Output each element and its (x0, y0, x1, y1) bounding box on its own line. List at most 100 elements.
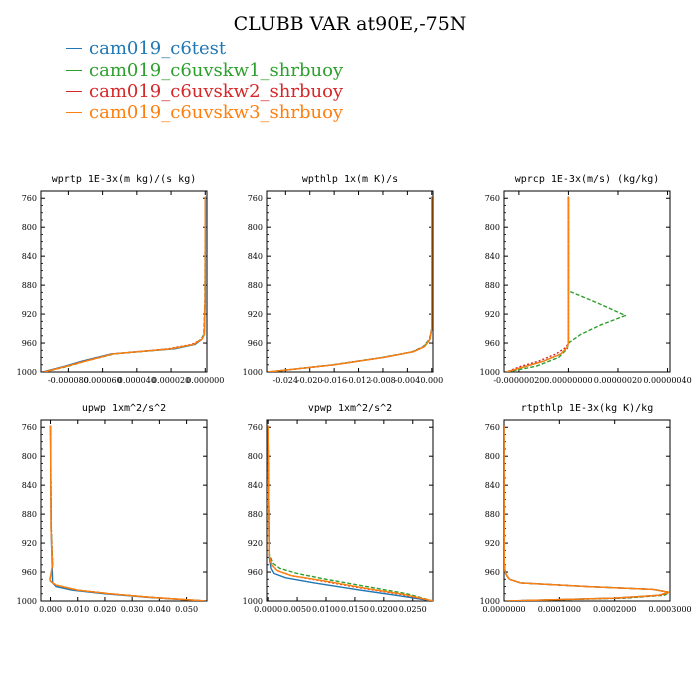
panel-title: rtpthlp 1E-3x(kg K)/kg (521, 403, 653, 414)
series-line-3 (506, 196, 570, 372)
y-tick-label: 840 (22, 481, 37, 490)
y-tick-label: 800 (485, 452, 500, 461)
plot-frame (266, 190, 434, 373)
series-line-4 (504, 425, 670, 601)
y-tick-label: 1000 (243, 368, 263, 377)
x-tick-label: 0.000 (39, 605, 62, 614)
series-line-4 (268, 196, 433, 372)
series-line-4 (49, 425, 206, 601)
x-tick-label: 0.020 (93, 605, 116, 614)
y-tick-label: 920 (248, 310, 263, 319)
legend-label-4: cam019_c6uvskw3_shrbuoy (89, 101, 344, 123)
x-tick-label: -0.00000020 (493, 376, 544, 385)
series-line-3 (268, 196, 433, 372)
y-tick-label: 960 (22, 339, 37, 348)
series-line-3 (267, 425, 433, 601)
panel-5: vpwp 1xm^2/s^276080084088092096010000.00… (243, 403, 434, 614)
y-tick-label: 800 (22, 223, 37, 232)
x-tick-label: -0.004 (395, 376, 421, 385)
x-tick-label: 0.0150 (341, 605, 369, 614)
x-tick-label: 0.00000040 (643, 376, 691, 385)
x-tick-label: 0.0100 (312, 605, 340, 614)
series-group (42, 196, 207, 372)
y-tick-label: 1000 (480, 597, 500, 606)
x-tick-label: 0.0003000 (648, 605, 691, 614)
x-tick-label: 0.00000000 (544, 376, 592, 385)
x-tick-label: -0.016 (321, 376, 347, 385)
series-line-4 (506, 196, 570, 372)
series-line-4 (44, 196, 206, 372)
plot-frame (503, 419, 671, 602)
x-tick-label: 0.050 (175, 605, 198, 614)
y-tick-label: 800 (248, 223, 263, 232)
x-tick-label: 0.000000 (186, 376, 224, 385)
legend-line-1 (66, 47, 82, 49)
series-line-3 (49, 425, 206, 601)
series-line-4 (267, 425, 433, 601)
y-tick-label: 800 (485, 223, 500, 232)
x-tick-label: 0.0002000 (593, 605, 636, 614)
y-tick-label: 840 (22, 252, 37, 261)
plot-frame (40, 419, 208, 602)
x-tick-label: 0.0250 (399, 605, 427, 614)
y-tick-label: 800 (248, 452, 263, 461)
legend-label-1: cam019_c6test (89, 37, 227, 59)
legend-item-3: cam019_c6uvskw2_shrbuoy (66, 81, 343, 102)
x-tick-label: -0.000080 (48, 376, 89, 385)
y-tick-label: 760 (485, 194, 500, 203)
legend-item-1: cam019_c6test (66, 37, 227, 59)
y-tick-label: 760 (22, 423, 37, 432)
series-line-3 (42, 196, 206, 372)
x-tick-label: 0.000060 (84, 376, 122, 385)
legend-item-2: cam019_c6uvskw1_shrbuoy (66, 60, 343, 81)
y-tick-label: 880 (248, 281, 263, 290)
y-tick-label: 920 (248, 539, 263, 548)
y-tick-label: 840 (248, 252, 263, 261)
x-tick-label: 0.000020 (152, 376, 190, 385)
series-group (268, 196, 433, 372)
panel-title: wprcp 1E-3x(m/s) (kg/kg) (515, 174, 660, 185)
y-tick-label: 920 (22, 539, 37, 548)
legend-line-2 (66, 69, 82, 71)
y-tick-label: 760 (22, 194, 37, 203)
y-tick-label: 840 (485, 252, 500, 261)
x-tick-label: 0.0000000 (482, 605, 525, 614)
y-tick-label: 1000 (17, 368, 37, 377)
panel-title: upwp 1xm^2/s^2 (82, 403, 166, 414)
x-tick-label: 0.000040 (118, 376, 156, 385)
series-line-2 (268, 196, 433, 372)
plot-frame (503, 190, 671, 373)
y-tick-label: 960 (485, 568, 500, 577)
y-tick-label: 920 (485, 310, 500, 319)
panel-6: rtpthlp 1E-3x(kg K)/kg 760 800 840 880 920 960… (480, 403, 692, 614)
y-tick-label: 920 (22, 310, 37, 319)
y-tick-label: 880 (22, 510, 37, 519)
y-tick-label: 920 (485, 539, 500, 548)
x-tick-label: 0.010 (66, 605, 89, 614)
series-line-1 (267, 425, 433, 601)
y-tick-label: 960 (248, 339, 263, 348)
legend-line-3 (66, 90, 82, 92)
panel-4: upwp 1xm^2/s^2 760 800 840 880 920 960 10000.00… (17, 403, 208, 614)
y-tick-label: 880 (485, 510, 500, 519)
y-tick-label: 880 (248, 510, 263, 519)
series-line-2 (504, 425, 670, 601)
series-line-1 (504, 425, 670, 601)
series-group (506, 196, 627, 372)
panel-2: wpthlp 1x(m K)/s 760 800 840 880 920 960 1000 -0… (243, 174, 444, 385)
x-tick-label: 0.00000020 (594, 376, 642, 385)
legend-line-4 (66, 111, 82, 113)
panel-3: wprcp 1E-3x(m/s) (kg/kg) 760 800 840 880 920 9… (480, 174, 692, 385)
y-tick-label: 840 (248, 481, 263, 490)
y-tick-label: 1000 (17, 597, 37, 606)
series-line-1 (268, 196, 433, 372)
x-tick-label: 0.030 (121, 605, 144, 614)
series-line-1 (49, 425, 206, 601)
y-tick-label: 1000 (480, 368, 500, 377)
series-line-2 (506, 196, 627, 372)
series-group (49, 425, 206, 601)
x-tick-label: -0.008 (370, 376, 396, 385)
panel-1: wprtp 1E-3x(m kg)/(s kg) 760 800 840 880 920 9… (17, 174, 225, 385)
series-group (267, 425, 433, 601)
y-tick-label: 960 (248, 568, 263, 577)
